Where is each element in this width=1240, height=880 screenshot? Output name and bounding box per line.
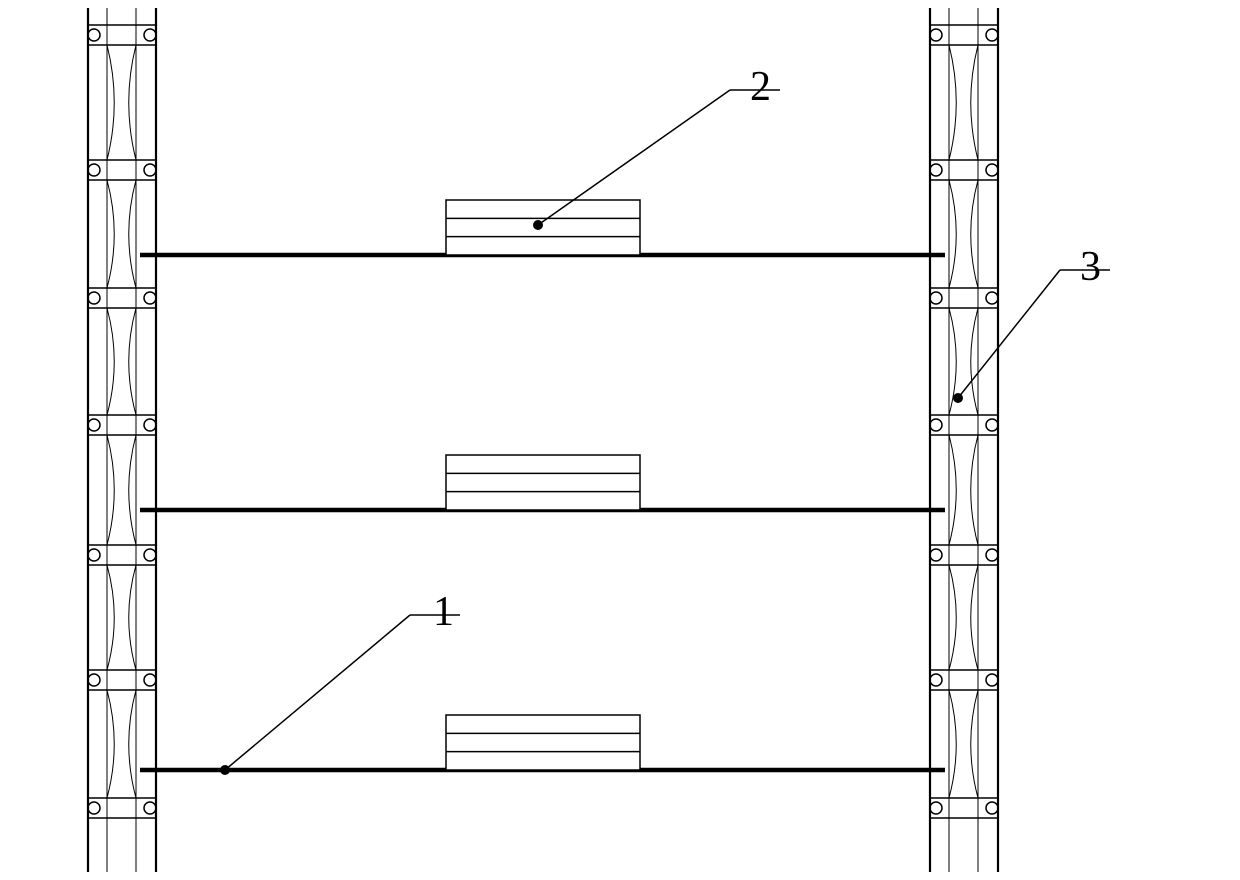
block-1 [446,200,640,255]
truss-right-pin-6-L [930,802,942,814]
truss-left-pin-2-R [144,292,156,304]
leader-line-3 [958,270,1060,398]
truss-left-pin-2-L [88,292,100,304]
label-ref2: 2 [750,64,771,110]
truss-left-pin-5-L [88,674,100,686]
truss-left-pin-0-R [144,29,156,41]
block-3 [446,715,640,770]
truss-right-pin-2-R [986,292,998,304]
truss-right-pin-1-R [986,164,998,176]
technical-diagram: 1 2 3 [0,0,1240,880]
truss-right-pin-4-R [986,549,998,561]
truss-left-pin-1-R [144,164,156,176]
truss-left-pin-3-R [144,419,156,431]
truss-left-pin-6-L [88,802,100,814]
truss-left-pin-6-R [144,802,156,814]
truss-right-pin-4-L [930,549,942,561]
truss-left-pin-4-R [144,549,156,561]
truss-right-pin-5-R [986,674,998,686]
truss-right-pin-3-L [930,419,942,431]
truss-left-pin-4-L [88,549,100,561]
truss-right-pin-0-R [986,29,998,41]
leader-line-1 [225,615,410,770]
label-ref1: 1 [433,589,454,635]
truss-right-pin-5-L [930,674,942,686]
truss-left-pin-0-L [88,29,100,41]
truss-left-pin-3-L [88,419,100,431]
truss-right-pin-6-R [986,802,998,814]
truss-right-pin-0-L [930,29,942,41]
truss-right-pin-2-L [930,292,942,304]
truss-left-pin-5-R [144,674,156,686]
block-2 [446,455,640,510]
label-ref3: 3 [1080,244,1101,290]
truss-right-pin-3-R [986,419,998,431]
truss-left-pin-1-L [88,164,100,176]
truss-right-pin-1-L [930,164,942,176]
